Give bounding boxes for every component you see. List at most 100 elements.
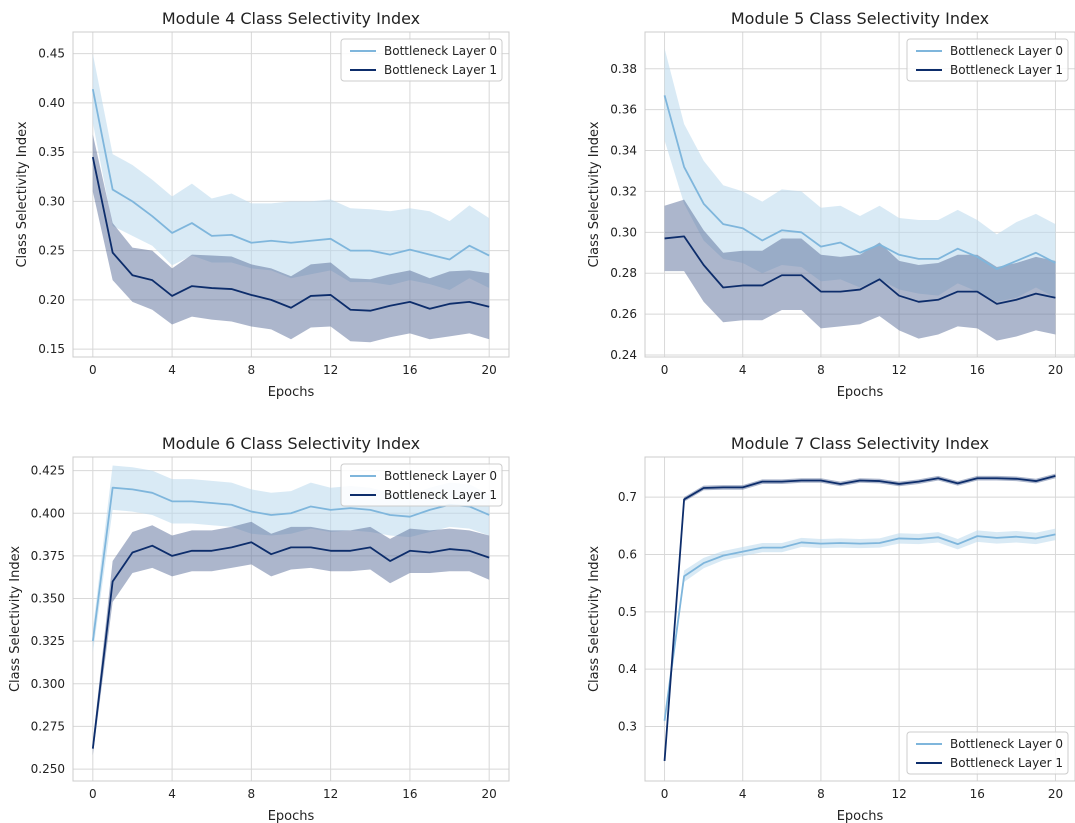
- chart-1-band-series-0: [92, 53, 490, 291]
- chart-2-band-series-1: [664, 199, 1056, 341]
- chart-4-ytick-label-1: 0.4: [618, 662, 637, 676]
- chart-4-ytick-label-4: 0.7: [618, 490, 637, 504]
- chart-1-ytick-label-0: 0.15: [38, 342, 65, 356]
- chart-2: 0 4 8 12 16 20 0.24 0.26 0.28 0.30 0.32 0.34 0.36 0.3…: [587, 9, 1075, 400]
- chart-1-data: [91, 53, 490, 343]
- chart-2-ytick-label-1: 0.26: [610, 307, 637, 321]
- chart-3-ytick-label-7: 0.425: [31, 464, 65, 478]
- chart-2-ytick-label-6: 0.36: [610, 103, 637, 117]
- chart-2-ytick-label-2: 0.28: [610, 266, 637, 280]
- chart-1-ytick-label-1: 0.20: [38, 293, 65, 307]
- chart-2-frame: [644, 31, 1075, 358]
- chart-3-frame: [72, 456, 510, 782]
- chart-2-ytick-label-0: 0.24: [610, 348, 637, 362]
- chart-2-band-series-0: [664, 48, 1056, 302]
- chart-4-xtick-label-2: 8: [817, 787, 825, 801]
- chart-3-ylabel: Class Selectivity Index: [8, 546, 23, 692]
- chart-1-legend: Bottleneck Layer 0 Bottleneck Layer 1: [340, 38, 503, 82]
- chart-1-title: Module 4 Class Selectivity Index: [162, 9, 420, 28]
- chart-1-xtick-label-0: 0: [89, 363, 97, 377]
- chart-3-xtick-label-1: 4: [168, 787, 176, 801]
- chart-4-xtick-label-0: 0: [661, 787, 669, 801]
- chart-4-xtick-label-1: 4: [739, 787, 747, 801]
- chart-4-data: [663, 473, 1056, 763]
- chart-3-ytick-label-3: 0.325: [31, 634, 65, 648]
- chart-2-xtick-label-2: 8: [817, 363, 825, 377]
- chart-1-line-series-1: [91, 156, 490, 312]
- chart-1-xtick-label-5: 20: [482, 363, 497, 377]
- chart-4-legend-box: [906, 731, 1069, 775]
- chart-2-xtick-label-4: 16: [970, 363, 985, 377]
- chart-1-ytick-label-3: 0.30: [38, 194, 65, 208]
- chart-2-xtick-label-3: 12: [891, 363, 906, 377]
- chart-4-xtick-label-5: 20: [1048, 787, 1063, 801]
- chart-3-line-series-1: [91, 541, 490, 749]
- chart-2-xlabel: Epochs: [837, 385, 884, 400]
- chart-2-ytick-label-5: 0.34: [610, 144, 637, 158]
- chart-4-title: Module 7 Class Selectivity Index: [731, 434, 989, 453]
- chart-4-line-series-0: [663, 533, 1056, 721]
- chart-4-xtick-label-4: 16: [970, 787, 985, 801]
- chart-1-ylabel: Class Selectivity Index: [15, 121, 30, 267]
- chart-4-xlabel: Epochs: [837, 809, 884, 823]
- chart-3-xlabel: Epochs: [268, 809, 315, 823]
- chart-1-ytick-label-2: 0.25: [38, 244, 65, 258]
- chart-2-legend: Bottleneck Layer 0 Bottleneck Layer 1: [906, 38, 1069, 82]
- chart-2-line-series-1: [664, 235, 1056, 305]
- chart-2-legend-box: [906, 38, 1069, 82]
- chart-2-ytick-label-4: 0.32: [610, 184, 637, 198]
- chart-4: 0 4 8 12 16 20 0.3 0.4 0.5 0.6 0.7 Module 7 Class S…: [587, 434, 1075, 823]
- chart-4-legend: Bottleneck Layer 0 Bottleneck Layer 1: [906, 731, 1069, 775]
- chart-2-xtick-label-5: 20: [1048, 363, 1063, 377]
- chart-1-legend-box: [340, 38, 503, 82]
- chart-3-ytick-label-6: 0.400: [31, 506, 65, 520]
- chart-2-legend-label-1: Bottleneck Layer 1: [950, 63, 1063, 77]
- chart-2-ylabel: Class Selectivity Index: [587, 121, 602, 267]
- chart-3-ytick-label-2: 0.300: [31, 677, 65, 691]
- chart-4-ytick-label-0: 0.3: [618, 720, 637, 734]
- chart-2-xtick-label-1: 4: [739, 363, 747, 377]
- chart-3-title: Module 6 Class Selectivity Index: [162, 434, 420, 453]
- chart-1-xtick-label-1: 4: [168, 363, 176, 377]
- chart-2-data: [663, 48, 1056, 341]
- chart-1-frame: [72, 31, 510, 358]
- chart-3-ytick-label-1: 0.275: [31, 719, 65, 733]
- chart-3-xtick-label-2: 8: [248, 787, 256, 801]
- chart-3-xtick-label-0: 0: [89, 787, 97, 801]
- chart-4-line-series-1: [663, 475, 1056, 761]
- chart-4-legend-label-0: Bottleneck Layer 0: [950, 737, 1063, 751]
- chart-2-ytick-label-3: 0.30: [610, 225, 637, 239]
- chart-2-ytick-label-7: 0.38: [610, 62, 637, 76]
- chart-1-legend-label-1: Bottleneck Layer 1: [384, 63, 497, 77]
- chart-4-ylabel: Class Selectivity Index: [587, 546, 602, 692]
- chart-3-ytick-label-0: 0.250: [31, 762, 65, 776]
- chart-3-legend: Bottleneck Layer 0 Bottleneck Layer 1: [340, 463, 503, 507]
- chart-3-xtick-label-4: 16: [402, 787, 417, 801]
- chart-1: 0 4 8 12 16 20 0.15 0.20 0.25 0.30 0.35 0.40 0.45 Mod…: [15, 9, 510, 400]
- chart-1-xlabel: Epochs: [268, 385, 315, 400]
- chart-3-ytick-label-5: 0.375: [31, 549, 65, 563]
- chart-1-ytick-label-4: 0.35: [38, 145, 65, 159]
- chart-2-title: Module 5 Class Selectivity Index: [731, 9, 989, 28]
- chart-1-legend-label-0: Bottleneck Layer 0: [384, 44, 497, 58]
- chart-4-xtick-label-3: 12: [891, 787, 906, 801]
- chart-3-legend-box: [340, 463, 503, 507]
- chart-3-data: [91, 465, 490, 756]
- chart-2-line-series-0: [663, 95, 1056, 271]
- chart-1-ytick-label-5: 0.40: [38, 96, 65, 110]
- chart-3: 0 4 8 12 16 20 0.250 0.275 0.300 0.325 0.350 0.375 0…: [8, 434, 510, 823]
- chart-1-line-series-0: [91, 88, 490, 261]
- chart-3-band-series-1: [92, 521, 490, 756]
- chart-4-ytick-label-2: 0.5: [618, 605, 637, 619]
- chart-3-line-series-0: [91, 486, 490, 642]
- chart-2-legend-label-0: Bottleneck Layer 0: [950, 44, 1063, 58]
- chart-3-legend-label-1: Bottleneck Layer 1: [384, 488, 497, 502]
- chart-1-band-series-1: [92, 134, 490, 343]
- chart-2-xtick-label-0: 0: [661, 363, 669, 377]
- chart-1-xtick-label-2: 8: [248, 363, 256, 377]
- chart-4-ytick-label-3: 0.6: [618, 547, 637, 561]
- chart-4-frame: [644, 456, 1075, 782]
- chart-3-xtick-label-3: 12: [323, 787, 338, 801]
- chart-1-xtick-label-4: 16: [402, 363, 417, 377]
